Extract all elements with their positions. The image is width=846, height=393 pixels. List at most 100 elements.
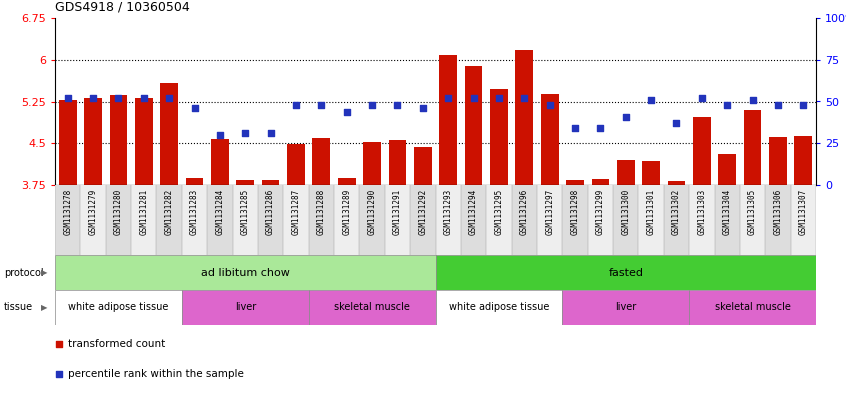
Bar (515, 50, 533, 185)
Text: GSM1131283: GSM1131283 (190, 189, 199, 235)
Point (569, 125, 582, 131)
Text: GSM1131294: GSM1131294 (469, 189, 478, 235)
Text: GSM1131306: GSM1131306 (773, 189, 783, 235)
Bar (312, 138, 330, 185)
Point (188, 105, 201, 111)
Text: GSM1131296: GSM1131296 (519, 189, 529, 235)
Point (746, 97, 760, 103)
Point (492, 95, 506, 101)
Point (467, 95, 481, 101)
Point (264, 130, 277, 136)
Bar (106, 185, 131, 255)
Bar (360, 185, 385, 255)
Bar (689, 290, 816, 325)
Bar (135, 97, 152, 185)
Bar (410, 185, 436, 255)
Text: GSM1131279: GSM1131279 (89, 189, 97, 235)
Text: GSM1131288: GSM1131288 (317, 189, 326, 235)
Bar (385, 185, 410, 255)
Text: GSM1131287: GSM1131287 (292, 189, 300, 235)
Point (289, 102, 303, 108)
Bar (791, 185, 816, 255)
Bar (718, 154, 736, 185)
Text: GSM1131302: GSM1131302 (672, 189, 681, 235)
Bar (461, 185, 486, 255)
Bar (642, 161, 660, 185)
Text: skeletal muscle: skeletal muscle (334, 303, 410, 312)
Text: GSM1131299: GSM1131299 (596, 189, 605, 235)
Bar (388, 140, 406, 185)
Bar (283, 185, 309, 255)
Text: tissue: tissue (4, 303, 33, 312)
Point (442, 95, 455, 101)
Bar (258, 185, 283, 255)
Text: skeletal muscle: skeletal muscle (715, 303, 790, 312)
Bar (436, 255, 816, 290)
Bar (664, 185, 689, 255)
Point (52, 371, 66, 377)
Text: protocol: protocol (4, 268, 44, 277)
Bar (334, 185, 360, 255)
Point (137, 95, 151, 101)
Bar (131, 185, 157, 255)
Bar (667, 180, 685, 185)
Point (518, 95, 531, 101)
Bar (236, 180, 254, 185)
Bar (182, 290, 309, 325)
Text: GSM1131278: GSM1131278 (63, 189, 72, 235)
Bar (715, 185, 740, 255)
Bar (157, 185, 182, 255)
Bar (363, 141, 381, 185)
Bar (613, 185, 639, 255)
Bar (566, 180, 584, 185)
Text: GSM1131307: GSM1131307 (799, 189, 808, 235)
Bar (689, 185, 715, 255)
Bar (80, 185, 106, 255)
Bar (309, 290, 436, 325)
Point (619, 114, 633, 120)
Bar (744, 110, 761, 185)
Text: GSM1131305: GSM1131305 (748, 189, 757, 235)
Point (52, 341, 66, 347)
Point (162, 95, 176, 101)
Bar (160, 83, 178, 185)
Text: GSM1131291: GSM1131291 (393, 189, 402, 235)
Point (86, 95, 100, 101)
Bar (109, 95, 127, 185)
Bar (436, 185, 461, 255)
Bar (439, 55, 457, 185)
Bar (617, 160, 634, 185)
Text: liver: liver (615, 303, 636, 312)
Text: GSM1131292: GSM1131292 (418, 189, 427, 235)
Bar (588, 185, 613, 255)
Bar (464, 66, 482, 185)
Bar (55, 185, 80, 255)
Bar (338, 178, 355, 185)
Point (670, 120, 684, 127)
Bar (512, 185, 537, 255)
Text: ▶: ▶ (41, 303, 47, 312)
Text: white adipose tissue: white adipose tissue (448, 303, 549, 312)
Text: GSM1131301: GSM1131301 (646, 189, 656, 235)
Point (645, 97, 658, 103)
Text: GSM1131303: GSM1131303 (697, 189, 706, 235)
Text: GSM1131282: GSM1131282 (165, 189, 173, 235)
Bar (59, 100, 76, 185)
Bar (185, 178, 203, 185)
Text: GSM1131285: GSM1131285 (241, 189, 250, 235)
Text: GSM1131295: GSM1131295 (494, 189, 503, 235)
Bar (541, 94, 558, 185)
Text: GSM1131281: GSM1131281 (140, 189, 148, 235)
Point (365, 102, 379, 108)
Point (416, 105, 430, 111)
Bar (55, 290, 182, 325)
Bar (766, 185, 791, 255)
Bar (84, 97, 102, 185)
Bar (55, 255, 436, 290)
Text: GSM1131298: GSM1131298 (570, 189, 580, 235)
Text: ▶: ▶ (41, 268, 47, 277)
Bar (769, 137, 787, 185)
Bar (436, 290, 563, 325)
Bar (233, 185, 258, 255)
Text: GSM1131284: GSM1131284 (216, 189, 224, 235)
